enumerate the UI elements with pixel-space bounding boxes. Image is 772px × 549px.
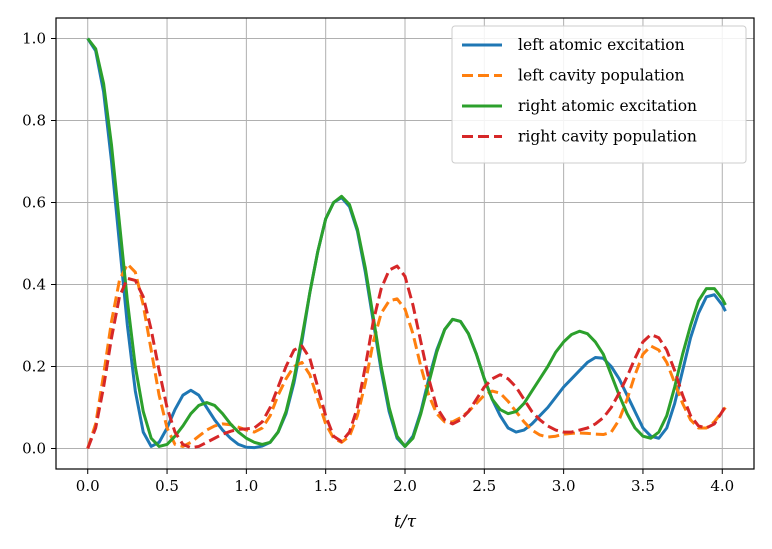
x-axis-label: t/τ (394, 512, 417, 532)
legend-label: left cavity population (518, 67, 684, 85)
series-line-left-cavity-population (86, 262, 727, 449)
y-tick-label: 0.4 (22, 276, 46, 294)
x-tick-label: 0.0 (76, 477, 100, 495)
y-tick-label: 0.6 (22, 194, 46, 212)
legend-box (451, 25, 747, 164)
legend-label: left atomic excitation (518, 36, 685, 54)
x-tick-label: 0.5 (155, 477, 179, 495)
x-axis: 0.0 0.5 1.0 1.5 2.0 2.5 3.0 3.5 4.0 (76, 469, 734, 495)
x-tick-label: 2.5 (472, 477, 496, 495)
y-tick-label: 0.8 (22, 112, 46, 130)
y-tick-label: 0.2 (22, 358, 46, 376)
y-axis: 0.0 0.2 0.4 0.6 0.8 1.0 (22, 30, 56, 458)
x-tick-label: 1.5 (314, 477, 338, 495)
series-line-right-atomic-excitation (86, 37, 727, 448)
legend-label: right atomic excitation (518, 97, 697, 115)
legend-label: right cavity population (518, 128, 697, 146)
y-tick-label: 0.0 (22, 440, 46, 458)
y-tick-label: 1.0 (22, 30, 46, 48)
x-tick-label: 1.0 (234, 477, 258, 495)
series-line-right-cavity-population (86, 264, 727, 450)
x-tick-label: 4.0 (710, 477, 734, 495)
x-tick-label: 3.0 (552, 477, 576, 495)
x-tick-label: 2.0 (393, 477, 417, 495)
x-tick-label: 3.5 (631, 477, 655, 495)
plot-lines (86, 37, 727, 450)
legend: left atomic excitation left cavity popula… (451, 25, 747, 164)
